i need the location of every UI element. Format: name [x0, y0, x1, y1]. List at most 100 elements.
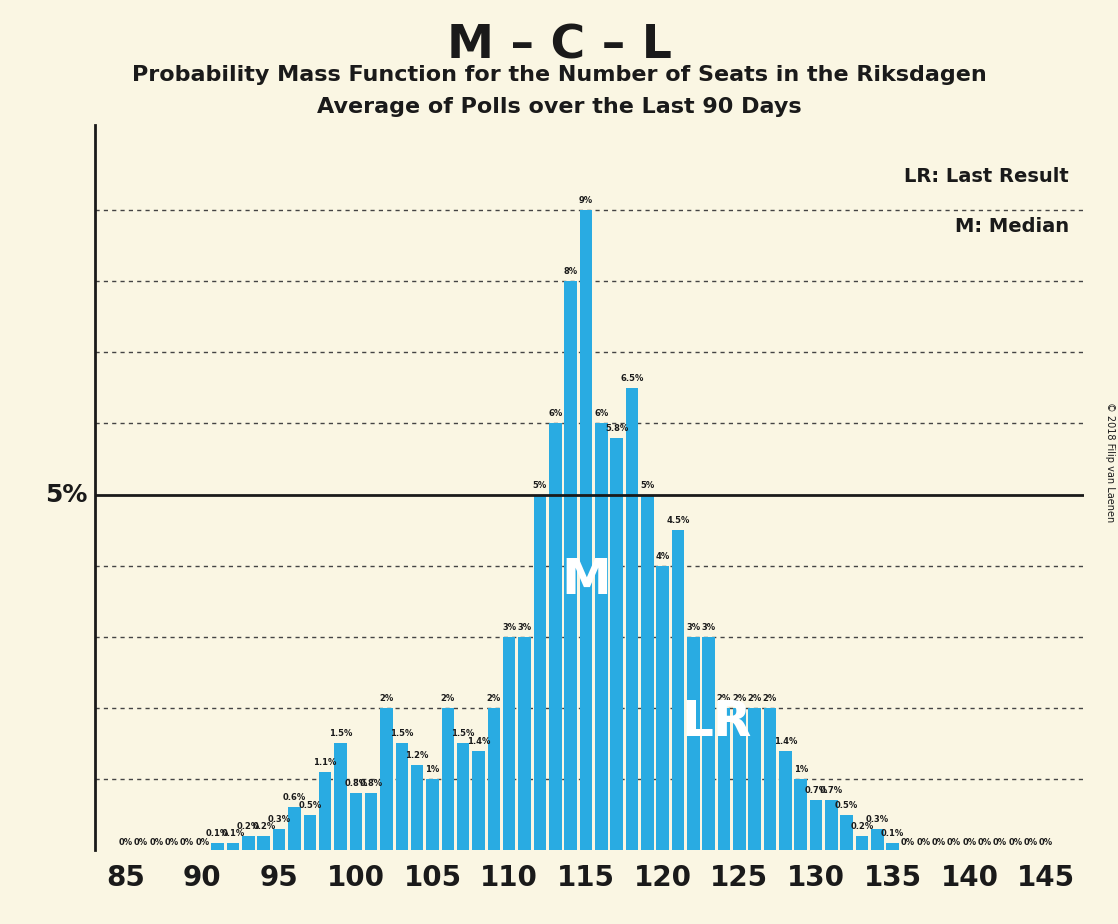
Bar: [334, 744, 347, 850]
Bar: [686, 637, 700, 850]
Text: 0%: 0%: [1024, 838, 1038, 847]
Text: 0%: 0%: [134, 838, 148, 847]
Text: 0.7%: 0.7%: [805, 786, 827, 796]
Text: 0%: 0%: [947, 838, 961, 847]
Text: 0%: 0%: [150, 838, 163, 847]
Text: 0%: 0%: [164, 838, 179, 847]
Text: 1.4%: 1.4%: [467, 736, 490, 746]
Bar: [364, 793, 378, 850]
Text: 0.6%: 0.6%: [283, 794, 306, 802]
Text: 1%: 1%: [794, 765, 808, 774]
Text: 3%: 3%: [702, 623, 716, 632]
Text: 5%: 5%: [45, 482, 87, 506]
Text: 2%: 2%: [440, 694, 455, 703]
Bar: [457, 744, 470, 850]
Bar: [549, 423, 561, 850]
Text: 0.1%: 0.1%: [881, 829, 904, 838]
Text: 0.2%: 0.2%: [253, 821, 275, 831]
Text: Probability Mass Function for the Number of Seats in the Riksdagen: Probability Mass Function for the Number…: [132, 65, 986, 85]
Bar: [733, 708, 746, 850]
Bar: [487, 708, 500, 850]
Text: 0%: 0%: [196, 838, 209, 847]
Bar: [748, 708, 761, 850]
Bar: [855, 836, 869, 850]
Bar: [672, 530, 684, 850]
Text: 2%: 2%: [379, 694, 394, 703]
Text: 0%: 0%: [119, 838, 133, 847]
Bar: [565, 281, 577, 850]
Text: 0%: 0%: [917, 838, 930, 847]
Text: 1%: 1%: [425, 765, 439, 774]
Bar: [533, 494, 547, 850]
Bar: [702, 637, 714, 850]
Bar: [288, 808, 301, 850]
Bar: [519, 637, 531, 850]
Bar: [779, 750, 792, 850]
Text: 8%: 8%: [563, 267, 578, 276]
Text: 0.2%: 0.2%: [851, 821, 873, 831]
Text: 0%: 0%: [963, 838, 976, 847]
Text: 2%: 2%: [748, 694, 761, 703]
Text: 0.5%: 0.5%: [299, 800, 321, 809]
Bar: [795, 779, 807, 850]
Text: 0.7%: 0.7%: [819, 786, 843, 796]
Text: LR: LR: [681, 698, 751, 746]
Bar: [257, 836, 271, 850]
Text: 6%: 6%: [594, 409, 608, 419]
Text: 0.3%: 0.3%: [865, 815, 889, 824]
Bar: [380, 708, 392, 850]
Text: 5%: 5%: [533, 480, 547, 490]
Text: 0%: 0%: [1008, 838, 1023, 847]
Bar: [641, 494, 654, 850]
Text: 6.5%: 6.5%: [620, 374, 644, 383]
Text: 0.3%: 0.3%: [267, 815, 291, 824]
Bar: [718, 708, 730, 850]
Text: LR: Last Result: LR: Last Result: [904, 167, 1069, 187]
Bar: [472, 750, 485, 850]
Text: 0.8%: 0.8%: [344, 779, 368, 788]
Text: M – C – L: M – C – L: [446, 23, 672, 68]
Text: 3%: 3%: [518, 623, 532, 632]
Text: 0%: 0%: [931, 838, 946, 847]
Text: 2%: 2%: [717, 694, 731, 703]
Text: 0%: 0%: [977, 838, 992, 847]
Bar: [610, 438, 623, 850]
Bar: [411, 765, 424, 850]
Text: 1.5%: 1.5%: [329, 729, 352, 738]
Bar: [887, 843, 899, 850]
Text: 0.1%: 0.1%: [221, 829, 245, 838]
Bar: [656, 565, 669, 850]
Text: 0.1%: 0.1%: [206, 829, 229, 838]
Text: 0.5%: 0.5%: [835, 800, 859, 809]
Text: 1.5%: 1.5%: [452, 729, 475, 738]
Bar: [273, 829, 285, 850]
Text: 1.4%: 1.4%: [774, 736, 797, 746]
Text: 4%: 4%: [655, 552, 670, 561]
Bar: [809, 800, 823, 850]
Text: 1.2%: 1.2%: [406, 751, 429, 760]
Text: 0%: 0%: [993, 838, 1007, 847]
Text: 0.2%: 0.2%: [237, 821, 260, 831]
Bar: [350, 793, 362, 850]
Bar: [227, 843, 239, 850]
Text: 0.8%: 0.8%: [360, 779, 382, 788]
Text: 6%: 6%: [548, 409, 562, 419]
Bar: [303, 815, 316, 850]
Text: 4.5%: 4.5%: [666, 517, 690, 525]
Text: 3%: 3%: [686, 623, 700, 632]
Text: 5.8%: 5.8%: [605, 423, 628, 432]
Text: 0%: 0%: [901, 838, 916, 847]
Bar: [211, 843, 224, 850]
Bar: [871, 829, 883, 850]
Text: 3%: 3%: [502, 623, 517, 632]
Text: 2%: 2%: [486, 694, 501, 703]
Bar: [595, 423, 607, 850]
Text: 9%: 9%: [579, 196, 593, 205]
Text: M: Median: M: Median: [955, 217, 1069, 237]
Bar: [841, 815, 853, 850]
Text: © 2018 Filip van Laenen: © 2018 Filip van Laenen: [1106, 402, 1115, 522]
Bar: [426, 779, 438, 850]
Bar: [396, 744, 408, 850]
Text: 5%: 5%: [641, 480, 654, 490]
Text: M: M: [561, 556, 610, 604]
